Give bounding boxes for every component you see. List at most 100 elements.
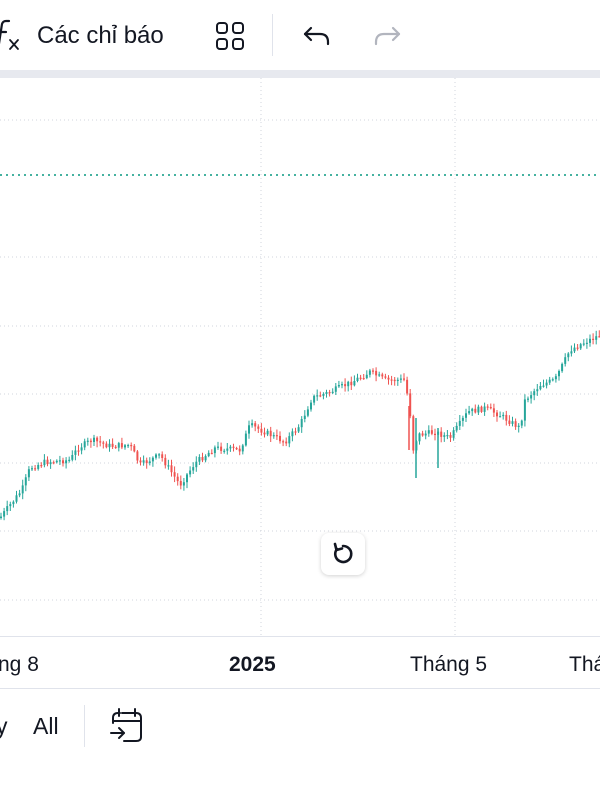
candle-body	[353, 381, 356, 386]
fx-icon[interactable]	[0, 18, 24, 54]
candle	[412, 414, 415, 454]
redo-icon[interactable]	[366, 16, 408, 56]
candle	[384, 373, 387, 380]
candle-body	[421, 433, 424, 436]
price-chart[interactable]	[0, 78, 600, 636]
candle	[300, 416, 303, 433]
candle-body	[375, 370, 378, 376]
candle	[316, 389, 319, 401]
candle	[229, 444, 232, 452]
candle	[424, 430, 427, 440]
candle	[483, 402, 486, 416]
candle-body	[598, 336, 600, 338]
candle	[124, 444, 126, 450]
candle	[102, 440, 105, 449]
candle	[15, 490, 18, 504]
candle	[9, 501, 12, 511]
candle-body	[55, 460, 58, 463]
range-partial-button[interactable]: y	[0, 713, 8, 740]
candle	[158, 453, 161, 459]
candle	[489, 403, 492, 410]
candle-body	[306, 409, 309, 416]
candle	[368, 368, 371, 378]
candle-body	[319, 395, 322, 397]
candle-body	[589, 338, 591, 343]
candle-body	[170, 465, 173, 473]
candle-body	[77, 450, 80, 452]
candle-body	[561, 363, 564, 372]
reset-chart-button[interactable]	[321, 533, 365, 575]
candle	[362, 374, 365, 380]
candle	[155, 453, 157, 460]
candle	[164, 454, 167, 469]
candle-body	[68, 459, 71, 461]
candle	[313, 394, 316, 406]
candle	[195, 456, 198, 472]
candle-body	[58, 460, 61, 462]
candlestick-chart[interactable]	[0, 78, 600, 636]
candle	[421, 430, 424, 437]
candle	[520, 419, 523, 429]
candle	[427, 425, 430, 437]
candle-body	[145, 460, 148, 464]
candle	[465, 408, 467, 422]
candle	[347, 380, 350, 392]
candle	[527, 396, 529, 403]
candle-body	[186, 474, 188, 483]
candle-body	[368, 370, 371, 375]
candle-body	[12, 501, 15, 505]
candle-body	[359, 377, 362, 379]
candle	[486, 404, 489, 411]
candle-body	[254, 423, 257, 427]
candle-body	[43, 459, 46, 466]
calendar-goto-icon[interactable]	[104, 703, 150, 749]
candle	[523, 394, 526, 427]
candle-body	[18, 493, 21, 496]
candle	[511, 416, 514, 427]
candle	[576, 344, 579, 351]
candle-body	[489, 407, 492, 409]
indicators-button[interactable]: Các chỉ báo	[37, 22, 164, 49]
candle	[55, 459, 58, 464]
candle	[21, 479, 24, 500]
undo-icon[interactable]	[296, 16, 338, 56]
candle	[598, 330, 600, 338]
candle-body	[325, 392, 328, 394]
candle	[440, 427, 443, 443]
candle	[551, 377, 554, 382]
candle	[217, 441, 219, 450]
candle-body	[300, 419, 303, 428]
candle	[579, 342, 582, 350]
candle	[27, 466, 30, 481]
candle-body	[316, 395, 319, 397]
candle-body	[310, 402, 312, 410]
candle-body	[195, 461, 198, 468]
candle	[353, 375, 356, 387]
candle-body	[390, 379, 393, 381]
candle-body	[570, 351, 573, 354]
candle-body	[269, 430, 272, 437]
candle	[322, 392, 325, 400]
candle-body	[142, 460, 145, 463]
candle-body	[551, 379, 554, 381]
candle	[288, 432, 291, 448]
candle	[127, 443, 130, 448]
layout-grid-icon[interactable]	[208, 16, 252, 56]
candle	[58, 455, 61, 465]
candle-body	[344, 384, 347, 387]
candle-body	[573, 347, 576, 352]
range-all-button[interactable]: All	[33, 713, 59, 739]
candle	[96, 436, 99, 448]
candle-body	[446, 435, 449, 437]
candle	[585, 338, 588, 349]
candle	[554, 373, 557, 383]
candle	[341, 381, 343, 389]
candle	[508, 415, 511, 427]
candle-body	[362, 378, 365, 380]
candle	[539, 382, 542, 391]
candle-body	[514, 421, 517, 427]
candle-body	[148, 461, 151, 464]
candle-body	[539, 386, 542, 390]
candle	[548, 376, 551, 385]
candle	[403, 373, 405, 382]
